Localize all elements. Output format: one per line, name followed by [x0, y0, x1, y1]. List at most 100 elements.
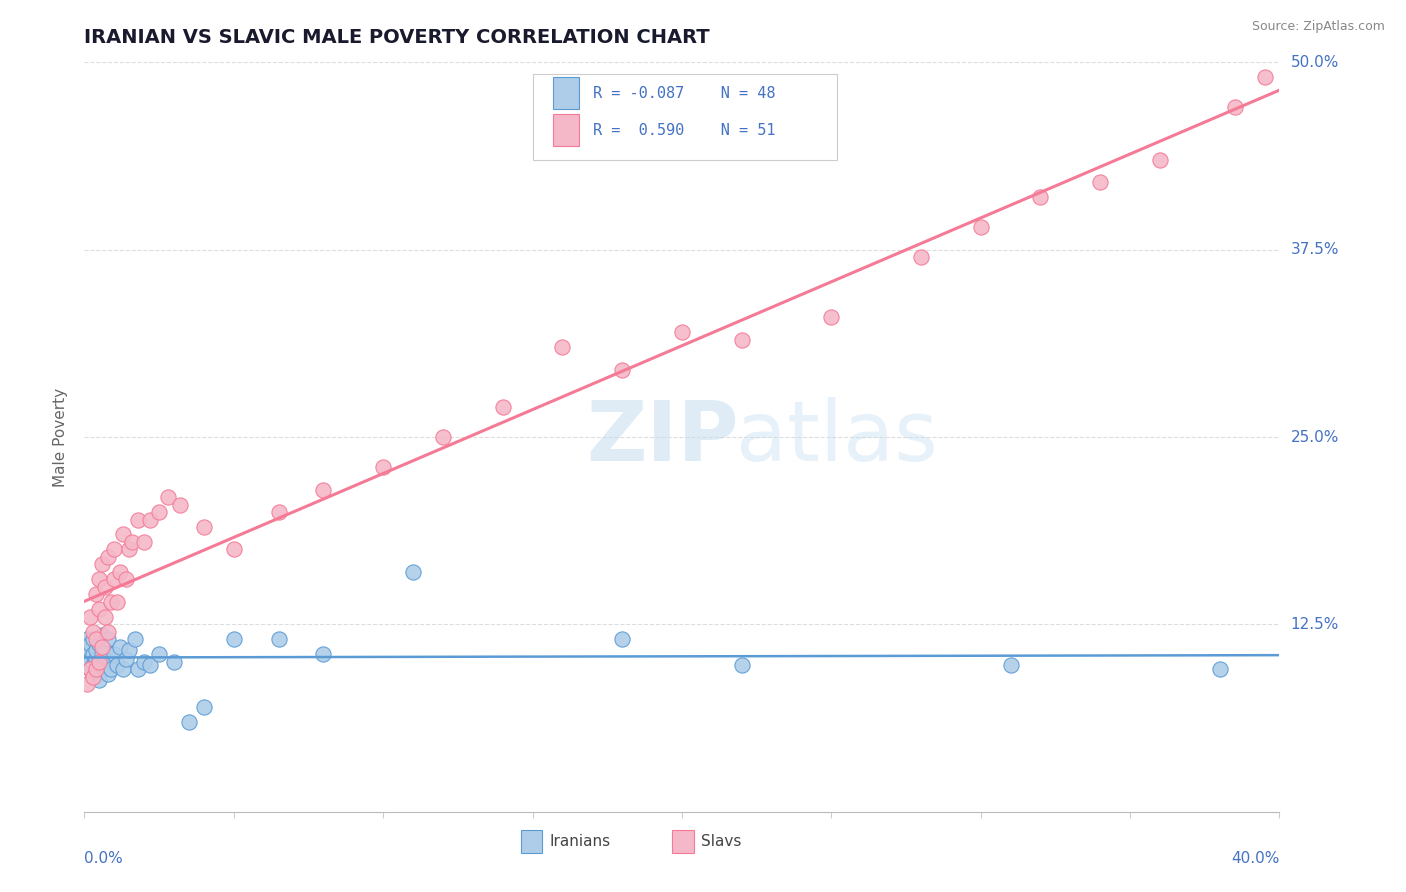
Point	[118, 643, 141, 657]
Point	[222, 542, 245, 557]
Point	[105, 657, 128, 672]
Text: Slavs: Slavs	[702, 834, 741, 849]
Text: IRANIAN VS SLAVIC MALE POVERTY CORRELATION CHART: IRANIAN VS SLAVIC MALE POVERTY CORRELATI…	[84, 28, 710, 47]
Text: Iranians: Iranians	[550, 834, 610, 849]
Point	[127, 662, 149, 676]
Point	[121, 535, 143, 549]
Point	[970, 220, 993, 235]
Point	[157, 490, 180, 504]
Text: ZIP: ZIP	[586, 397, 738, 477]
Point	[402, 565, 425, 579]
Point	[551, 340, 574, 354]
Text: 40.0%: 40.0%	[1232, 851, 1279, 865]
Point	[163, 655, 186, 669]
Point	[86, 652, 108, 666]
Text: atlas: atlas	[735, 397, 938, 477]
Point	[97, 632, 120, 647]
Point	[731, 657, 754, 672]
Point	[1090, 175, 1112, 189]
Text: 12.5%: 12.5%	[1291, 617, 1339, 632]
Point	[312, 648, 335, 662]
Text: R =  0.590    N = 51: R = 0.590 N = 51	[593, 122, 776, 137]
Point	[100, 662, 122, 676]
Point	[91, 648, 114, 662]
Point	[169, 498, 191, 512]
Point	[222, 632, 245, 647]
Point	[112, 527, 135, 541]
Point	[115, 652, 138, 666]
Point	[139, 657, 162, 672]
Point	[100, 595, 122, 609]
Point	[79, 610, 101, 624]
Point	[76, 648, 98, 662]
Point	[82, 657, 104, 672]
Point	[94, 610, 117, 624]
Point	[127, 512, 149, 526]
Text: 0.0%: 0.0%	[84, 851, 124, 865]
Point	[82, 670, 104, 684]
Point	[79, 662, 101, 676]
Point	[89, 602, 111, 616]
Point	[94, 657, 117, 672]
Point	[132, 655, 156, 669]
Point	[118, 542, 141, 557]
Point	[89, 573, 111, 587]
Text: 50.0%: 50.0%	[1291, 55, 1339, 70]
Point	[86, 662, 108, 676]
Point	[612, 632, 634, 647]
Point	[91, 558, 114, 572]
Point	[312, 483, 335, 497]
Point	[94, 643, 117, 657]
Point	[139, 512, 162, 526]
Point	[612, 362, 634, 376]
Point	[82, 624, 104, 639]
FancyBboxPatch shape	[672, 830, 695, 853]
Point	[1000, 657, 1022, 672]
Point	[105, 595, 128, 609]
Point	[103, 573, 125, 587]
Text: R = -0.087    N = 48: R = -0.087 N = 48	[593, 86, 776, 101]
Point	[89, 655, 111, 669]
Point	[1029, 190, 1052, 204]
Point	[79, 637, 101, 651]
Text: 25.0%: 25.0%	[1291, 430, 1339, 444]
Point	[432, 430, 454, 444]
Point	[177, 714, 200, 729]
Point	[97, 549, 120, 564]
Point	[82, 648, 104, 662]
Point	[86, 587, 108, 601]
Point	[1223, 100, 1246, 114]
Point	[76, 632, 98, 647]
Point	[86, 632, 108, 647]
Point	[89, 655, 111, 669]
Point	[97, 624, 120, 639]
Y-axis label: Male Poverty: Male Poverty	[53, 387, 69, 487]
Point	[110, 640, 132, 654]
FancyBboxPatch shape	[553, 114, 579, 146]
Point	[86, 643, 108, 657]
Point	[492, 400, 515, 414]
Text: Source: ZipAtlas.com: Source: ZipAtlas.com	[1251, 20, 1385, 33]
Point	[103, 542, 125, 557]
Point	[193, 520, 215, 534]
Point	[132, 535, 156, 549]
Point	[115, 573, 138, 587]
Point	[193, 699, 215, 714]
Point	[79, 662, 101, 676]
Point	[820, 310, 842, 325]
Point	[112, 662, 135, 676]
Point	[89, 673, 111, 687]
Point	[731, 333, 754, 347]
Point	[91, 640, 114, 654]
Point	[91, 628, 114, 642]
Point	[94, 580, 117, 594]
Point	[91, 662, 114, 676]
Point	[124, 632, 146, 647]
Text: 37.5%: 37.5%	[1291, 243, 1339, 257]
Point	[148, 648, 170, 662]
Point	[86, 661, 108, 675]
Point	[100, 655, 122, 669]
Point	[82, 670, 104, 684]
Point	[267, 505, 290, 519]
Point	[910, 250, 932, 264]
